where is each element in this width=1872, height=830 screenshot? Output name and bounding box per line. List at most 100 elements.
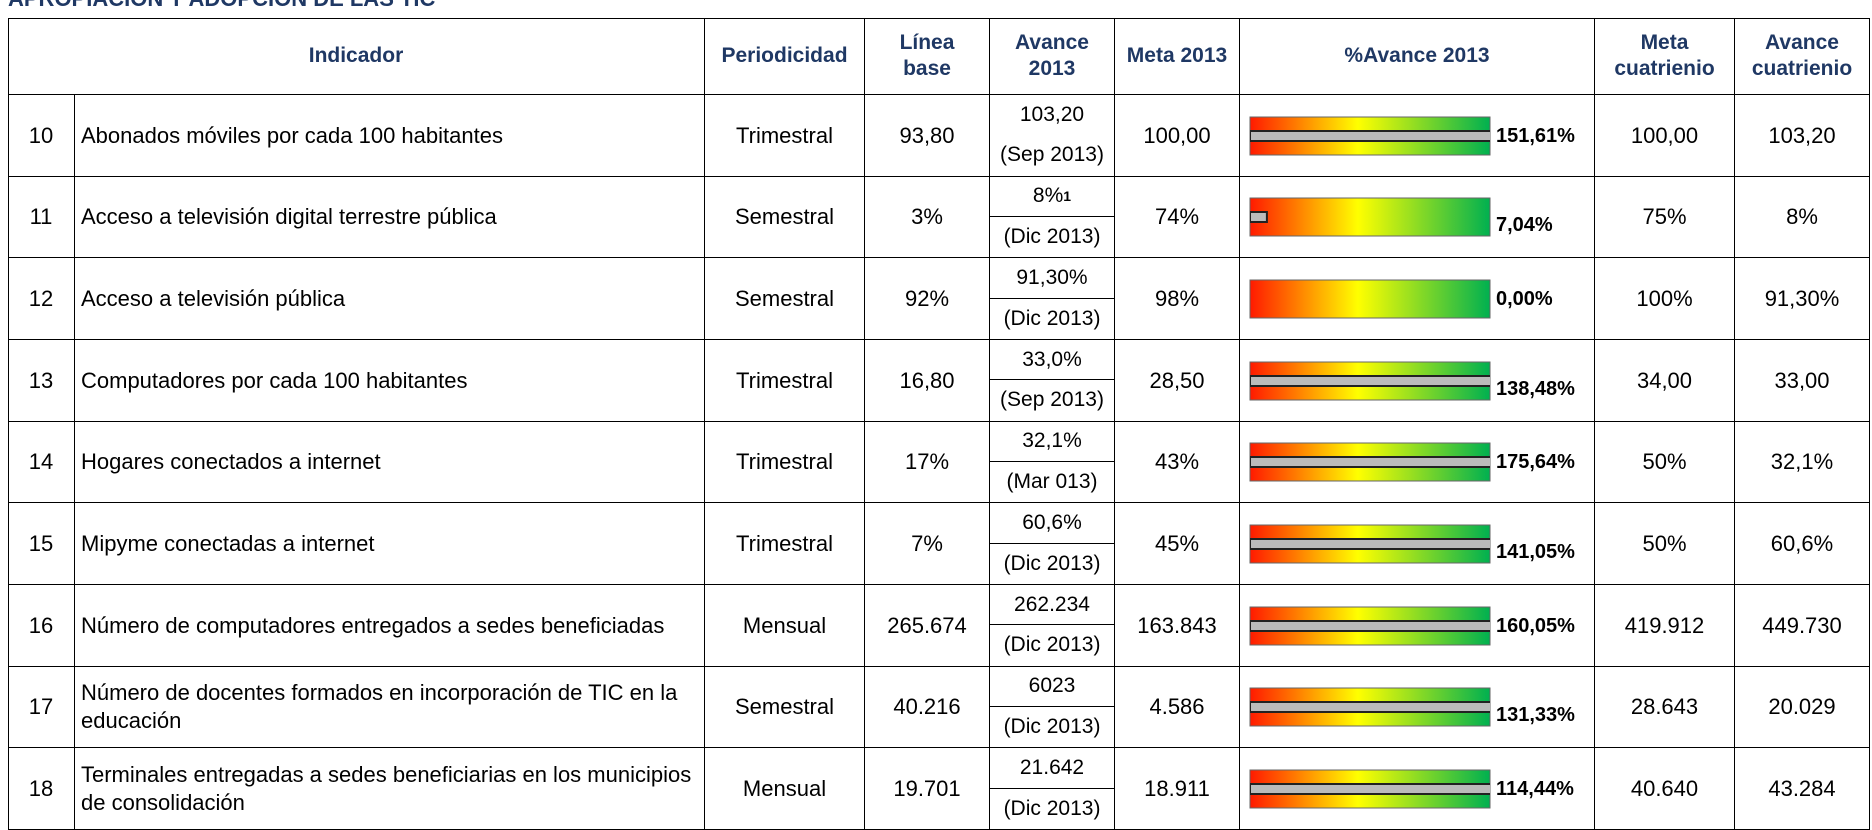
footnote-mark: 1 xyxy=(1063,187,1072,204)
header-text: Periodicidad xyxy=(721,43,848,67)
progress-date-text: (Dic 2013) xyxy=(1003,551,1101,575)
goal-2013: 74% xyxy=(1154,204,1200,230)
header-cell: Línea base xyxy=(865,18,990,95)
goal-2013: 98% xyxy=(1154,285,1200,311)
indicator-name: Terminales entregadas a sedes beneficiar… xyxy=(81,762,692,815)
goal-term: 28.643 xyxy=(1630,694,1699,720)
percent-label: 175,64% xyxy=(1496,451,1575,474)
row-number: 16 xyxy=(28,612,54,638)
number-cell: 10 xyxy=(8,95,75,177)
number-cell: 12 xyxy=(8,258,75,340)
baseline-cell: 16,80 xyxy=(865,340,990,422)
goal-term-cell: 75% xyxy=(1595,176,1735,259)
progress-date: (Dic 2013) xyxy=(990,707,1114,747)
goal-cell: 45% xyxy=(1115,503,1240,585)
progress-date-text: (Dic 2013) xyxy=(1003,306,1101,330)
goal-term: 34,00 xyxy=(1636,367,1693,393)
goal-term-cell: 50% xyxy=(1595,503,1735,585)
indicator-cell: Número de computadores entregados a sede… xyxy=(75,585,705,667)
header-text: Meta 2013 xyxy=(1126,43,1228,67)
progress-date: (Sep 2013) xyxy=(990,380,1114,420)
number-cell: 11 xyxy=(8,176,75,259)
progress-date: (Sep 2013) xyxy=(990,135,1114,175)
gauge-bar-group xyxy=(1250,538,1490,551)
periodicity: Mensual xyxy=(742,612,827,638)
header-cell: Avance 2013 xyxy=(990,18,1115,95)
progress-term: 43.284 xyxy=(1768,775,1836,801)
goal-term: 50% xyxy=(1642,449,1687,475)
progress-term: 8% xyxy=(1786,204,1818,230)
number-cell: 16 xyxy=(8,585,75,667)
progress-value-text: 21.642 xyxy=(1019,755,1085,779)
gauge-bar-group xyxy=(1250,619,1490,632)
header-text: Avance 2013 xyxy=(1015,30,1089,80)
goal-term: 419.912 xyxy=(1624,612,1705,638)
progress-value: 60,6% xyxy=(990,503,1114,544)
header-cell: Meta cuatrienio xyxy=(1595,18,1735,95)
progress-value-text: 32,1% xyxy=(1022,429,1082,453)
section-title: APROPIACIÓN Y ADOPCIÓN DE LAS TIC xyxy=(8,0,435,12)
goal-2013: 4.586 xyxy=(1149,694,1205,720)
periodicity: Semestral xyxy=(734,285,835,311)
indicator-cell: Terminales entregadas a sedes beneficiar… xyxy=(75,748,705,830)
percent-cell: 175,64% xyxy=(1240,421,1595,504)
gauge xyxy=(1249,687,1491,727)
progress-2013-cell: 6023 (Dic 2013) xyxy=(990,666,1115,749)
goal-term-cell: 419.912 xyxy=(1595,585,1735,667)
progress-date-text: (Mar 013) xyxy=(1006,470,1098,494)
periodicity-cell: Semestral xyxy=(705,176,865,259)
percent-cell: 7,04% xyxy=(1240,176,1595,259)
goal-term: 50% xyxy=(1642,530,1687,556)
goal-2013: 163.843 xyxy=(1137,612,1217,638)
progress-2013-cell: 21.642 (Dic 2013) xyxy=(990,748,1115,830)
percent-label: 7,04% xyxy=(1496,214,1553,237)
progress-value: 262.234 xyxy=(990,585,1114,626)
header-text: Línea base xyxy=(899,30,955,80)
goal-cell: 28,50 xyxy=(1115,340,1240,422)
goal-2013: 28,50 xyxy=(1149,367,1205,393)
progress-term-cell: 8% xyxy=(1735,176,1870,259)
goal-cell: 4.586 xyxy=(1115,666,1240,749)
progress-2013-cell: 262.234 (Dic 2013) xyxy=(990,585,1115,667)
progress-term: 91,30% xyxy=(1764,285,1840,311)
row-number: 18 xyxy=(28,775,54,801)
progress-date: (Mar 013) xyxy=(990,462,1114,502)
progress-term: 60,6% xyxy=(1770,530,1834,556)
progress-date-text: (Dic 2013) xyxy=(1003,225,1101,249)
percent-label: 138,48% xyxy=(1496,377,1575,400)
goal-term-cell: 28.643 xyxy=(1595,666,1735,749)
periodicity-cell: Semestral xyxy=(705,666,865,749)
header-cell: Periodicidad xyxy=(705,18,865,95)
periodicity-cell: Trimestral xyxy=(705,421,865,504)
progress-2013-cell: 103,20 (Sep 2013) xyxy=(990,95,1115,177)
progress-value-text: 60,6% xyxy=(1022,510,1082,534)
progress-value-text: 33,0% xyxy=(1022,347,1082,371)
number-cell: 15 xyxy=(8,503,75,585)
progress-term-cell: 32,1% xyxy=(1735,421,1870,504)
periodicity: Mensual xyxy=(742,775,827,801)
row-number: 12 xyxy=(28,285,54,311)
percent-label: 141,05% xyxy=(1496,541,1575,564)
header-cell: Meta 2013 xyxy=(1115,18,1240,95)
baseline: 40.216 xyxy=(893,694,961,720)
percent-cell: 114,44% xyxy=(1240,748,1595,830)
row-number: 14 xyxy=(28,449,54,475)
header-text: Meta cuatrienio xyxy=(1614,30,1715,80)
goal-2013: 18.911 xyxy=(1144,775,1210,801)
progress-value-text: 8% xyxy=(1032,184,1064,208)
progress-term-cell: 20.029 xyxy=(1735,666,1870,749)
periodicity-cell: Trimestral xyxy=(705,95,865,177)
number-cell: 18 xyxy=(8,748,75,830)
progress-2013-cell: 60,6% (Dic 2013) xyxy=(990,503,1115,585)
progress-value: 6023 xyxy=(990,667,1114,707)
baseline: 92% xyxy=(904,285,950,311)
baseline-cell: 19.701 xyxy=(865,748,990,830)
header-text: Avance cuatrienio xyxy=(1751,30,1853,80)
progress-value: 33,0% xyxy=(990,340,1114,381)
header-text: %Avance 2013 xyxy=(1344,43,1490,67)
goal-cell: 100,00 xyxy=(1115,95,1240,177)
periodicity: Trimestral xyxy=(736,530,833,556)
progress-value: 32,1% xyxy=(990,422,1114,462)
periodicity-cell: Mensual xyxy=(705,585,865,667)
